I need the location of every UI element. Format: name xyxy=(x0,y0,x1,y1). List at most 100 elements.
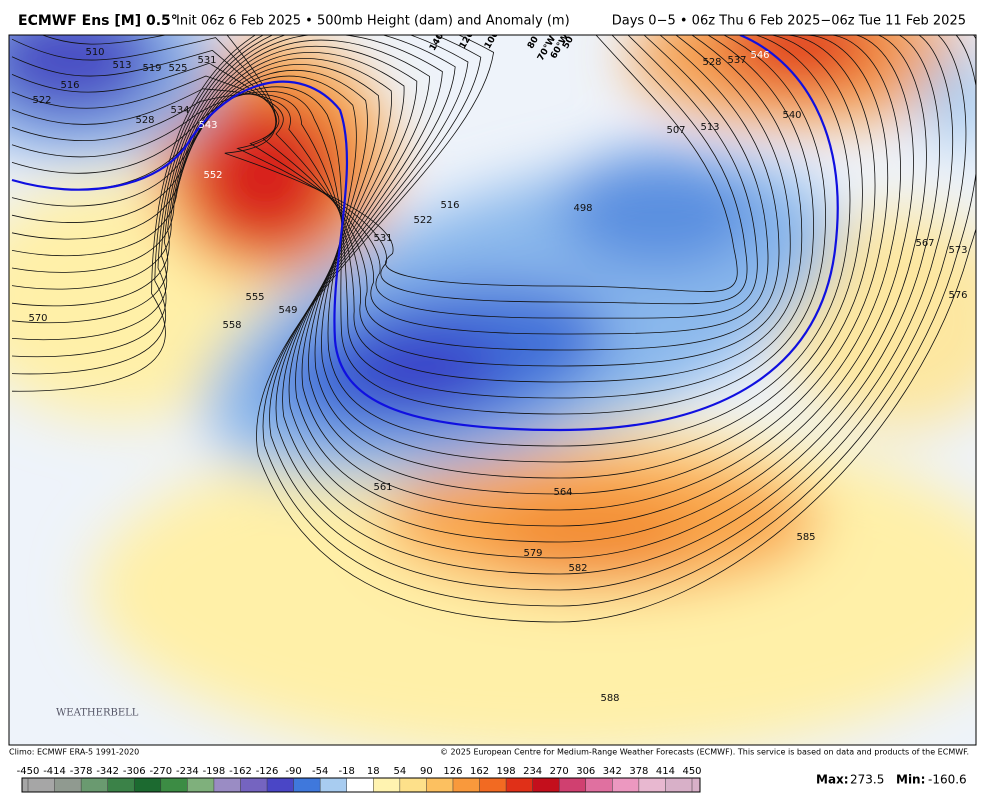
contour-label: 525 xyxy=(168,63,187,74)
colorbar-segment xyxy=(213,778,241,792)
colorbar-tick-label: -198 xyxy=(203,766,226,777)
contour-label: 498 xyxy=(573,203,592,214)
contour-label: 540 xyxy=(782,110,801,121)
min-value: -160.6 xyxy=(928,773,967,787)
contour-line xyxy=(11,35,954,575)
colorbar-tick-label: 90 xyxy=(420,766,433,777)
colorbar-tick-label: 54 xyxy=(393,766,406,777)
colorbar-tick-label: 414 xyxy=(656,766,675,777)
contour-label: 516 xyxy=(440,200,459,211)
contour-line xyxy=(11,35,803,383)
colorbar-tick-label: -306 xyxy=(123,766,146,777)
max-value: 273.5 xyxy=(850,773,884,787)
colorbar: -450 -414 -378 -342 -306 -270 -234 -198 -162 -126… xyxy=(17,766,702,793)
contour-label: 507 xyxy=(666,125,685,136)
contour-label: 519 xyxy=(142,63,161,74)
colorbar-segment xyxy=(506,778,533,792)
colorbar-tick-label: -342 xyxy=(96,766,119,777)
colorbar-tick-label: -126 xyxy=(256,766,279,777)
contour-line xyxy=(11,35,976,623)
contour-line xyxy=(11,35,791,367)
contour-label: 513 xyxy=(112,60,131,71)
colorbar-segment xyxy=(346,778,374,792)
colorbar-segment xyxy=(426,778,453,792)
540-contour xyxy=(11,35,839,432)
contour-label: 570 xyxy=(28,313,47,324)
colorbar-segment xyxy=(320,778,347,792)
min-label: Min: xyxy=(896,773,925,787)
contour-label: 564 xyxy=(553,487,572,498)
colorbar-tick-label: -18 xyxy=(339,766,355,777)
colorbar-frame xyxy=(21,777,701,793)
colorbar-tick-label: 18 xyxy=(367,766,380,777)
colorbar-segment xyxy=(638,778,666,792)
contour-label: 558 xyxy=(222,320,241,331)
contour-line xyxy=(11,35,889,495)
colorbar-segment xyxy=(479,778,507,792)
contour-label: 579 xyxy=(523,548,542,559)
contour-label: 546 xyxy=(750,50,769,61)
colorbar-segment xyxy=(559,778,586,792)
colorbar-segment xyxy=(452,778,480,792)
colorbar-segment xyxy=(612,778,639,792)
colorbar-tick-label: 198 xyxy=(497,766,516,777)
subtitle: Init 06z 6 Feb 2025 • 500mb Height (dam)… xyxy=(176,14,570,29)
period: Days 0−5 • 06z Thu 6 Feb 2025−06z Tue 11… xyxy=(612,14,966,29)
colorbar-segment xyxy=(240,778,268,792)
colorbar-tick-label: -378 xyxy=(70,766,93,777)
contour-line xyxy=(11,35,769,335)
contour-line xyxy=(11,35,914,527)
contour-line xyxy=(11,35,901,511)
contour-label: 534 xyxy=(170,105,189,116)
contour-label: 576 xyxy=(948,290,967,301)
contour-label: 555 xyxy=(245,292,264,303)
max-label: Max: xyxy=(816,773,849,787)
colorbar-segment xyxy=(532,778,560,792)
contour-label: 522 xyxy=(32,95,51,106)
colorbar-segment xyxy=(134,778,161,792)
colorbar-tick-label: -90 xyxy=(285,766,301,777)
colorbar-tick-label: 234 xyxy=(523,766,542,777)
colorbar-segment xyxy=(399,778,427,792)
contour-label: 588 xyxy=(600,693,619,704)
colorbar-tick-label: 306 xyxy=(576,766,595,777)
contour-label: 543 xyxy=(198,120,217,131)
colorbar-segment xyxy=(267,778,294,792)
colorbar-tick-label: 162 xyxy=(470,766,489,777)
colorbar-tick-label: -162 xyxy=(229,766,252,777)
contour-line xyxy=(11,35,780,351)
copyright: © 2025 European Centre for Medium-Range … xyxy=(440,748,969,757)
contour-label: 567 xyxy=(915,238,934,249)
colorbar-segment xyxy=(187,778,214,792)
contour-label: 531 xyxy=(373,233,392,244)
colorbar-tick-label: -54 xyxy=(312,766,328,777)
contour-label: 552 xyxy=(203,170,222,181)
colorbar-tick-label: -270 xyxy=(149,766,172,777)
colorbar-tick-label: -450 xyxy=(17,766,40,777)
colorbar-tick-label: -234 xyxy=(176,766,199,777)
contour-label: 528 xyxy=(135,115,154,126)
title: ECMWF Ens [M] 0.5° xyxy=(18,13,178,29)
colorbar-tick-label: 378 xyxy=(629,766,648,777)
colorbar-tick-label: -414 xyxy=(43,766,66,777)
contour-label: 528 xyxy=(702,57,721,68)
colorbar-segment xyxy=(81,778,108,792)
colorbar-segment xyxy=(107,778,135,792)
colorbar-tick-label: 342 xyxy=(603,766,622,777)
colorbar-segment xyxy=(293,778,321,792)
colorbar-segment xyxy=(585,778,613,792)
contour-label: 585 xyxy=(796,532,815,543)
contour-label: 549 xyxy=(278,305,297,316)
colorbar-segment xyxy=(160,778,188,792)
contour-line xyxy=(11,35,748,305)
colorbar-segment xyxy=(665,778,700,792)
contour-line xyxy=(41,35,738,292)
contour-label: 513 xyxy=(700,122,719,133)
contour-line xyxy=(11,35,927,543)
map-frame xyxy=(8,34,977,746)
contour-label: 522 xyxy=(413,215,432,226)
contour-label: 510 xyxy=(85,47,104,58)
colorbar-segment xyxy=(373,778,400,792)
